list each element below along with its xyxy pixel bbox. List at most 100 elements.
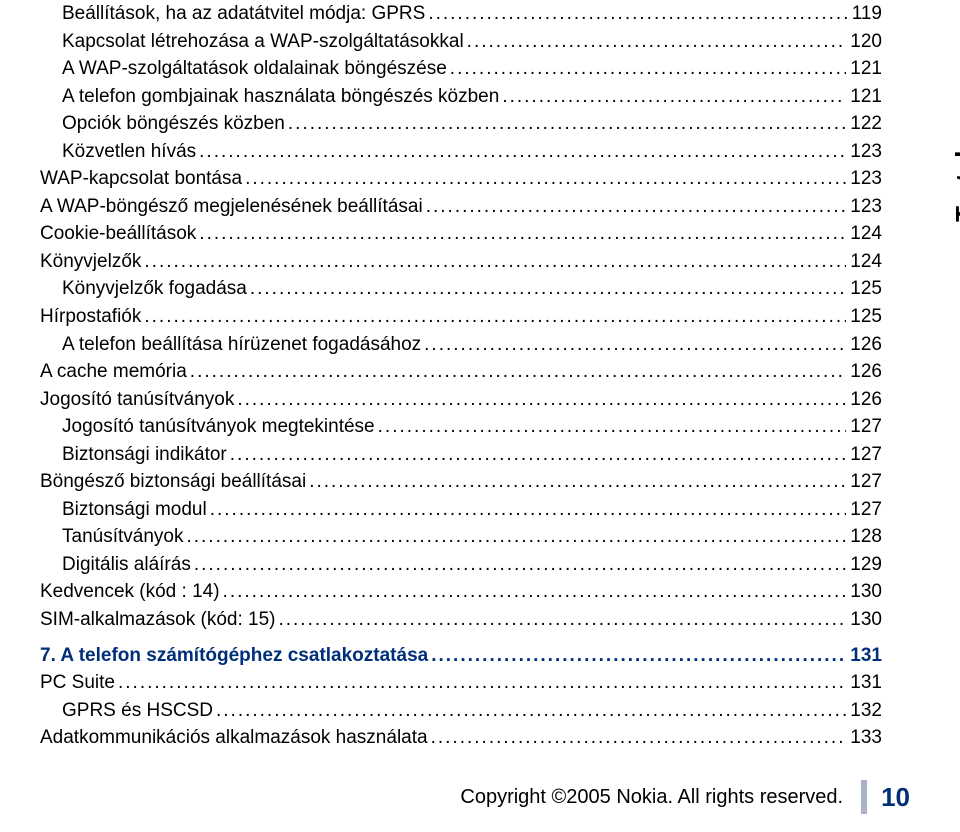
toc-entry-page: 130 [846, 606, 882, 634]
toc-page: Tartalom Beállítások, ha az adatátvitel … [0, 0, 960, 752]
toc-entry-page: 127 [846, 468, 882, 496]
footer-divider [861, 780, 867, 814]
leader-dots [499, 83, 846, 111]
toc-row: Cookie-beállítások124 [40, 220, 882, 248]
leader-dots [115, 669, 846, 697]
toc-entry-label: SIM-alkalmazások (kód: 15) [40, 606, 275, 634]
toc-entry-label: A cache memória [40, 358, 187, 386]
toc-row: Beállítások, ha az adatátvitel módja: GP… [40, 0, 882, 28]
leader-dots [306, 468, 846, 496]
leader-dots [220, 578, 847, 606]
side-tab-label: Tartalom [950, 110, 960, 222]
toc-entry-page: 123 [846, 193, 882, 221]
toc-entry-page: 128 [846, 523, 882, 551]
toc-entry-page: 129 [846, 551, 882, 579]
toc-entry-page: 121 [846, 83, 882, 111]
toc-entry-page: 125 [846, 303, 882, 331]
toc-entry-label: Tanúsítványok [62, 523, 183, 551]
toc-entry-label: WAP-kapcsolat bontása [40, 165, 242, 193]
toc-row: Könyvjelzők fogadása 125 [40, 275, 882, 303]
toc-row: Könyvjelzők124 [40, 248, 882, 276]
leader-dots [196, 220, 846, 248]
toc-entry-page: 123 [846, 165, 882, 193]
toc-entry-page: 132 [846, 697, 882, 725]
toc-entry-page: 131 [846, 669, 882, 697]
leader-dots [234, 386, 846, 414]
toc-row: A WAP-böngésző megjelenésének beállítása… [40, 193, 882, 221]
leader-dots [196, 138, 846, 166]
toc-entry-label: Közvetlen hívás [62, 138, 196, 166]
toc-row: Kapcsolat létrehozása a WAP-szolgáltatás… [40, 28, 882, 56]
toc-row: Digitális aláírás 129 [40, 551, 882, 579]
toc-row: A cache memória 126 [40, 358, 882, 386]
toc-entry-page: 119 [848, 0, 882, 28]
toc-entry-page: 130 [846, 578, 882, 606]
toc-row: A WAP-szolgáltatások oldalainak böngészé… [40, 55, 882, 83]
toc-entry-label: Hírpostafiók [40, 303, 141, 331]
toc-row: A telefon gombjainak használata böngészé… [40, 83, 882, 111]
toc-entry-page: 123 [846, 138, 882, 166]
toc-entry-page: 127 [846, 413, 882, 441]
toc-entry-label: Beállítások, ha az adatátvitel módja: GP… [62, 0, 425, 28]
leader-dots [183, 523, 846, 551]
leader-dots [285, 110, 846, 138]
leader-dots [207, 496, 847, 524]
toc-row: 7. A telefon számítógéphez csatlakoztatá… [40, 642, 882, 670]
toc-row: PC Suite 131 [40, 669, 882, 697]
leader-dots [425, 0, 847, 28]
leader-dots [464, 28, 847, 56]
toc-entry-label: Biztonsági indikátor [62, 441, 227, 469]
leader-dots [187, 358, 847, 386]
toc-entry-label: Kedvencek (kód : 14) [40, 578, 220, 606]
toc-entry-page: 124 [846, 248, 882, 276]
toc-entry-label: Böngésző biztonsági beállításai [40, 468, 306, 496]
toc-entry-label: Jogosító tanúsítványok megtekintése [62, 413, 375, 441]
toc-entry-page: 121 [846, 55, 882, 83]
toc-row: SIM-alkalmazások (kód: 15) 130 [40, 606, 882, 634]
toc-entry-page: 125 [846, 275, 882, 303]
toc-entry-label: A telefon beállítása hírüzenet fogadásáh… [62, 331, 421, 359]
toc-entry-page: 124 [846, 220, 882, 248]
leader-dots [227, 441, 847, 469]
toc-entry-label: Digitális aláírás [62, 551, 191, 579]
leader-dots [247, 275, 846, 303]
toc-entry-label: Opciók böngészés közben [62, 110, 285, 138]
toc-entry-label: Adatkommunikációs alkalmazások használat… [40, 724, 428, 752]
toc-entry-label: A WAP-böngésző megjelenésének beállítása… [40, 193, 423, 221]
toc-entry-page: 126 [846, 386, 882, 414]
toc-row: Tanúsítványok 128 [40, 523, 882, 551]
leader-dots [275, 606, 846, 634]
toc-entry-page: 120 [846, 28, 882, 56]
leader-dots [447, 55, 847, 83]
toc-entry-page: 133 [846, 724, 882, 752]
toc-row: Hírpostafiók 125 [40, 303, 882, 331]
toc-entry-page: 122 [846, 110, 882, 138]
leader-dots [428, 724, 847, 752]
leader-dots [141, 303, 846, 331]
page-number: 10 [881, 782, 910, 813]
leader-dots [421, 331, 846, 359]
toc-row: Opciók böngészés közben 122 [40, 110, 882, 138]
leader-dots [375, 413, 847, 441]
toc-entry-label: PC Suite [40, 669, 115, 697]
toc-row: Adatkommunikációs alkalmazások használat… [40, 724, 882, 752]
page-footer: Copyright ©2005 Nokia. All rights reserv… [0, 780, 960, 814]
toc-entry-label: Biztonsági modul [62, 496, 207, 524]
toc-entry-label: GPRS és HSCSD [62, 697, 213, 725]
toc-entry-label: Könyvjelzők fogadása [62, 275, 247, 303]
toc-row: Biztonsági indikátor 127 [40, 441, 882, 469]
leader-dots [191, 551, 846, 579]
toc-row: Böngésző biztonsági beállításai 127 [40, 468, 882, 496]
toc-row: Jogosító tanúsítványok megtekintése 127 [40, 413, 882, 441]
toc-entry-page: 126 [846, 358, 882, 386]
toc-row: A telefon beállítása hírüzenet fogadásáh… [40, 331, 882, 359]
leader-dots [213, 697, 846, 725]
leader-dots [428, 642, 846, 670]
toc-row: Biztonsági modul127 [40, 496, 882, 524]
toc-row: GPRS és HSCSD 132 [40, 697, 882, 725]
toc-entry-label: Kapcsolat létrehozása a WAP-szolgáltatás… [62, 28, 464, 56]
toc-entry-page: 127 [846, 441, 882, 469]
copyright-text: Copyright ©2005 Nokia. All rights reserv… [460, 786, 843, 809]
toc-row: Közvetlen hívás 123 [40, 138, 882, 166]
toc-entry-label: A telefon gombjainak használata böngészé… [62, 83, 499, 111]
